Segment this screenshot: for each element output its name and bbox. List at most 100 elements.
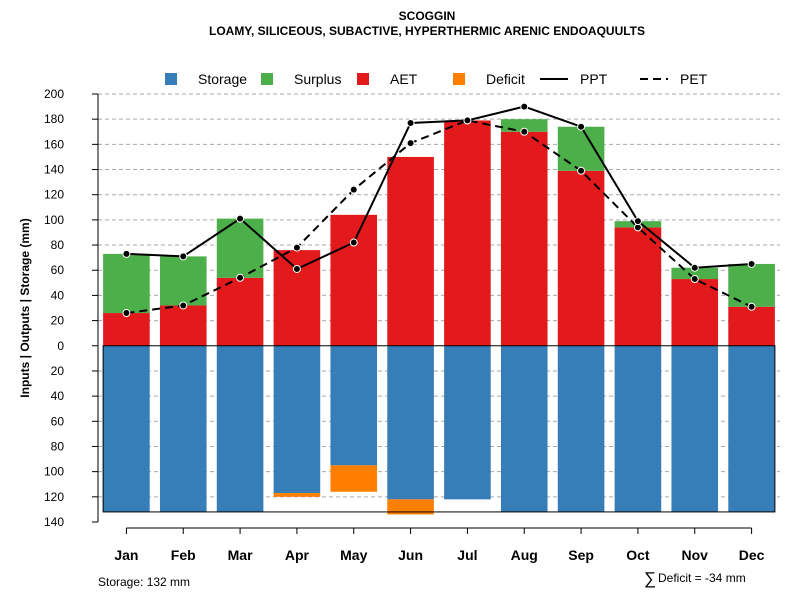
- storage-bar: [444, 345, 491, 500]
- axes: 0 20 40 60 80 100 120 140 160 180 200 20 40 60 80 100 12…: [44, 87, 776, 563]
- surplus-bar: [159, 256, 207, 306]
- storage-bar: [557, 345, 605, 512]
- pet-point: [520, 127, 529, 136]
- legend-swatch-storage: [165, 73, 177, 85]
- y-tick-label: 160: [44, 137, 64, 151]
- pet-point: [406, 139, 415, 148]
- legend-label-surplus: Surplus: [294, 71, 341, 87]
- x-tick-label: Aug: [511, 547, 538, 563]
- y-tick-label: 20: [51, 364, 65, 378]
- x-tick-label: Apr: [285, 547, 310, 563]
- x-tick-label: Jun: [398, 547, 423, 563]
- aet-bar: [671, 279, 719, 346]
- surplus-bar: [728, 263, 775, 307]
- pet-point: [349, 185, 358, 194]
- legend-label-aet: AET: [390, 71, 418, 87]
- y-tick-label: 0: [57, 339, 64, 353]
- ppt-point: [463, 116, 472, 125]
- y-tick-label: 120: [44, 188, 64, 202]
- legend-label-storage: Storage: [198, 71, 247, 87]
- bars: [103, 119, 775, 515]
- y-tick-label: 40: [51, 288, 65, 302]
- pet-point: [577, 166, 586, 175]
- x-tick-label: May: [340, 547, 367, 563]
- aet-bar: [728, 306, 775, 346]
- aet-bar: [330, 214, 378, 346]
- surplus-bar: [103, 253, 150, 314]
- x-tick-label: Mar: [228, 547, 253, 563]
- legend-swatch-surplus: [261, 73, 273, 85]
- storage-bar: [671, 345, 719, 512]
- surplus-bar: [671, 267, 719, 280]
- ppt-point: [179, 252, 188, 261]
- storage-bar: [273, 345, 321, 494]
- aet-bar: [614, 227, 662, 346]
- surplus-bar: [216, 218, 264, 278]
- y-tick-label: 60: [51, 414, 65, 428]
- x-tick-label: Nov: [682, 547, 709, 563]
- storage-capacity-outline: [102, 345, 776, 513]
- legend-swatch-aet: [357, 73, 369, 85]
- deficit-sum-symbol: ∑: [644, 569, 656, 588]
- ppt-point: [236, 214, 245, 223]
- pet-point: [292, 243, 301, 252]
- pet-point: [236, 273, 245, 282]
- deficit-annotation: Deficit = -34 mm: [658, 571, 746, 585]
- ppt-point: [633, 217, 642, 226]
- aet-bar: [444, 120, 491, 346]
- storage-bar: [216, 345, 264, 512]
- pet-point: [179, 301, 188, 310]
- y-tick-label: 140: [44, 515, 64, 529]
- x-tick-label: Jul: [457, 547, 477, 563]
- aet-bar: [387, 156, 434, 346]
- x-tick-label: Jan: [114, 547, 138, 563]
- ppt-point: [747, 259, 756, 268]
- lines: [122, 102, 756, 318]
- x-tick-label: Dec: [739, 547, 765, 563]
- x-tick-label: Oct: [626, 547, 650, 563]
- storage-bar: [159, 345, 207, 512]
- aet-bar: [216, 277, 264, 346]
- ppt-point: [122, 249, 131, 258]
- legend-label-ppt: PPT: [580, 71, 608, 87]
- surplus-bar: [557, 126, 605, 171]
- storage-bar: [728, 345, 775, 512]
- aet-bar: [103, 313, 150, 346]
- gridlines: [98, 93, 780, 498]
- storage-bar: [614, 345, 662, 512]
- y-tick-label: 140: [44, 163, 64, 177]
- legend-swatch-deficit: [453, 73, 465, 85]
- storage-annotation: Storage: 132 mm: [98, 575, 190, 589]
- pet-point: [690, 275, 699, 284]
- legend-label-deficit: Deficit: [486, 71, 525, 87]
- ppt-line: [126, 105, 752, 271]
- y-tick-label: 60: [51, 263, 65, 277]
- chart-title: SCOGGIN: [399, 9, 456, 23]
- storage-bar: [103, 345, 150, 512]
- y-tick-label: 200: [44, 87, 64, 101]
- ppt-point: [520, 102, 529, 111]
- legend: Storage Surplus AET Deficit PPT PET: [165, 71, 708, 87]
- y-tick-label: 40: [51, 389, 65, 403]
- y-tick-label: 80: [51, 238, 65, 252]
- storage-bar: [330, 345, 378, 466]
- aet-bar: [500, 131, 548, 346]
- deficit-bar: [387, 499, 434, 515]
- y-tick-label: 100: [44, 213, 64, 227]
- aet-bar: [159, 305, 207, 346]
- aet-bar: [557, 170, 605, 346]
- aet-bar: [273, 250, 321, 346]
- x-tick-label: Feb: [171, 547, 196, 563]
- pet-point: [747, 302, 756, 311]
- deficit-bar: [330, 465, 378, 492]
- y-axis-label: Inputs | Outputs | Storage (mm): [18, 218, 32, 397]
- pet-point: [122, 309, 131, 318]
- chart-subtitle: LOAMY, SILICEOUS, SUBACTIVE, HYPERTHERMI…: [209, 24, 645, 38]
- deficit-bar: [273, 493, 321, 497]
- y-tick-label: 120: [44, 490, 64, 504]
- y-tick-label: 20: [51, 314, 65, 328]
- storage-bar: [387, 345, 434, 500]
- y-tick-label: 100: [44, 465, 64, 479]
- storage-bar: [500, 345, 548, 512]
- y-tick-label: 180: [44, 112, 64, 126]
